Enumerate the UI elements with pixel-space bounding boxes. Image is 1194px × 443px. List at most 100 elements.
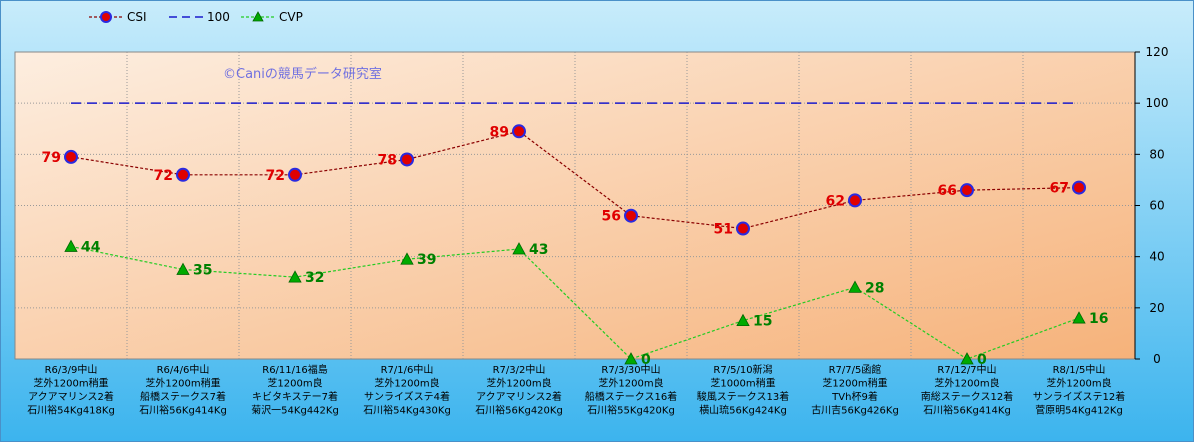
x-tick-label-line: 石川裕56Kg420Kg bbox=[475, 404, 563, 417]
x-tick-label-line: 南総ステークス12着 bbox=[921, 390, 1013, 403]
cvp-data-label: 15 bbox=[753, 314, 772, 330]
csi-data-label: 66 bbox=[938, 183, 957, 199]
cvp-point bbox=[512, 242, 526, 255]
x-tick-label-line: 駿風ステークス13着 bbox=[697, 390, 789, 403]
legend-item-cvp: CVP bbox=[241, 10, 303, 24]
y-tick-label: 80 bbox=[1149, 147, 1164, 161]
y-tick-label: 20 bbox=[1149, 301, 1164, 315]
x-tick-label-line: 石川裕54Kg430Kg bbox=[363, 404, 451, 417]
legend-label-cvp: CVP bbox=[279, 10, 303, 24]
x-tick-label-line: アクアマリンス2着 bbox=[28, 390, 114, 403]
x-tick-label-line: 菅原明54Kg412Kg bbox=[1035, 405, 1123, 417]
csi-point bbox=[624, 208, 638, 223]
x-tick-label-line: 石川裕54Kg418Kg bbox=[27, 404, 115, 417]
y-tick-label: 40 bbox=[1149, 250, 1164, 264]
cvp-data-label: 28 bbox=[865, 280, 884, 296]
x-tick-label-line: 古川吉56Kg426Kg bbox=[811, 404, 899, 417]
csi-data-label: 56 bbox=[602, 209, 621, 225]
x-tick-label-line: R8/1/5中山 bbox=[1053, 363, 1106, 376]
series-line-cvp bbox=[70, 245, 1080, 360]
x-tick-label-line: 芝外1200m稍重 bbox=[33, 377, 108, 390]
cvp-point bbox=[400, 252, 414, 265]
csi-data-label: 67 bbox=[1050, 181, 1069, 197]
cvp-data-label: 32 bbox=[305, 270, 324, 286]
x-tick-label-line: 芝1200m良 bbox=[267, 377, 322, 390]
x-tick-label-line: アクアマリンス2着 bbox=[476, 390, 562, 403]
csi-data-label: 79 bbox=[42, 150, 61, 166]
cvp-data-label: 39 bbox=[417, 252, 436, 268]
x-tick-label-line: 船橋ステークス7着 bbox=[140, 390, 226, 403]
legend-item-csi: CSI bbox=[89, 10, 147, 24]
csi-point bbox=[1072, 180, 1086, 195]
x-tick-label-line: R7/3/2中山 bbox=[493, 363, 546, 376]
x-tick-label-line: 菊沢一54Kg442Kg bbox=[251, 404, 339, 417]
cvp-point bbox=[64, 239, 78, 252]
x-tick-label-line: 芝外1200m良 bbox=[934, 377, 999, 390]
csi-point bbox=[848, 193, 862, 208]
watermark: ©Caniの競馬データ研究室 bbox=[223, 66, 382, 82]
legend: CSI 100 CVP bbox=[89, 10, 303, 24]
x-tick-label-line: 横山琉56Kg424Kg bbox=[699, 404, 787, 417]
x-tick-label-line: 芝外1200m良 bbox=[486, 377, 551, 390]
x-tick-label-line: 石川裕56Kg414Kg bbox=[139, 404, 227, 417]
x-tick-label-line: R7/3/30中山 bbox=[601, 363, 660, 376]
cvp-data-label: 44 bbox=[81, 239, 101, 255]
csi-point bbox=[400, 152, 414, 167]
csi-data-label: 72 bbox=[266, 168, 285, 184]
cvp-point bbox=[624, 352, 638, 365]
legend-marker-csi bbox=[100, 11, 112, 23]
cvp-data-label: 0 bbox=[641, 352, 651, 368]
csi-point bbox=[960, 183, 974, 198]
cvp-data-label: 0 bbox=[977, 352, 987, 368]
csi-point bbox=[64, 149, 78, 164]
x-tick-label-line: 芝1200m稍重 bbox=[822, 377, 887, 390]
y-tick-label: 100 bbox=[1146, 96, 1169, 110]
csi-point bbox=[512, 124, 526, 139]
x-tick-label-line: 船橋ステークス16着 bbox=[585, 390, 677, 403]
x-tick-label-line: サンライズステ12着 bbox=[1033, 390, 1125, 403]
cvp-point bbox=[176, 262, 190, 275]
grid bbox=[15, 52, 1135, 359]
csi-point bbox=[288, 167, 302, 182]
cvp-point bbox=[848, 280, 862, 293]
x-axis: R6/3/9中山芝外1200m稍重アクアマリンス2着石川裕54Kg418KgR6… bbox=[27, 363, 1125, 417]
x-tick-label-line: R6/4/6中山 bbox=[157, 363, 210, 376]
x-tick-label-line: 芝1000m稍重 bbox=[710, 377, 775, 390]
cvp-data-label: 16 bbox=[1089, 311, 1108, 327]
legend-item-100: 100 bbox=[169, 10, 230, 24]
y-tick-label: 120 bbox=[1146, 45, 1169, 59]
y-tick-label: 60 bbox=[1149, 199, 1164, 213]
x-tick-label-line: 芝外1200m良 bbox=[374, 377, 439, 390]
csi-data-label: 72 bbox=[154, 168, 173, 184]
y-tick-label: 0 bbox=[1153, 352, 1161, 366]
csi-data-label: 78 bbox=[378, 152, 397, 168]
legend-marker-cvp bbox=[252, 11, 264, 22]
csi-data-label: 51 bbox=[714, 222, 733, 238]
x-tick-label-line: キビタキステー7着 bbox=[252, 390, 338, 403]
csi-data-label: 89 bbox=[490, 124, 509, 140]
x-tick-label-line: TVh杯9着 bbox=[831, 390, 878, 403]
cvp-point bbox=[960, 352, 974, 365]
cvp-data-label: 43 bbox=[529, 242, 548, 258]
x-tick-label-line: R7/5/10新潟 bbox=[713, 363, 772, 376]
cvp-point bbox=[1072, 311, 1086, 324]
y-axis: 0 20 40 60 80 100 120 bbox=[1134, 45, 1169, 366]
x-tick-label-line: R6/3/9中山 bbox=[45, 363, 98, 376]
legend-label-100: 100 bbox=[207, 10, 230, 24]
legend-label-csi: CSI bbox=[127, 10, 147, 24]
x-tick-label-line: R7/7/5函館 bbox=[829, 363, 882, 376]
cvp-point bbox=[288, 270, 302, 283]
x-tick-label-line: R7/1/6中山 bbox=[381, 363, 434, 376]
cvp-point bbox=[736, 313, 750, 327]
